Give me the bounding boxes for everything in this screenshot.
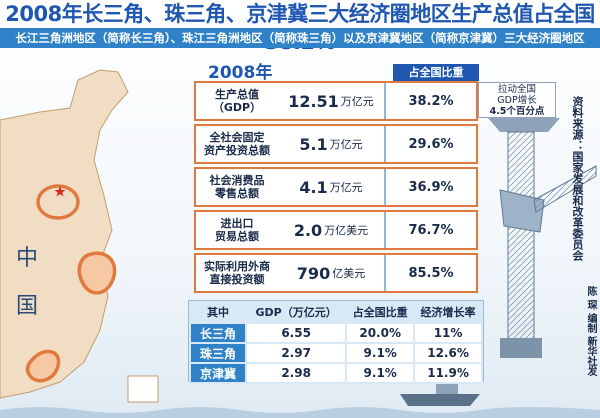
region-growth: 11.9%	[413, 362, 483, 384]
changsanjiao-ring	[77, 251, 117, 295]
stat-value: 4.1 万亿元	[278, 169, 386, 205]
stat-label: 生产总值 （GDP）	[212, 88, 262, 114]
stat-label: 实际利用外商 直接投资额	[204, 260, 270, 286]
region-gdp: 2.97	[244, 342, 348, 364]
region-name: 珠三角	[189, 342, 247, 364]
year-label: 2008年	[208, 63, 273, 83]
stat-share: 36.9%	[408, 179, 454, 195]
stat-share: 85.5%	[408, 265, 454, 281]
table-row: 长三角 6.55 20.0% 11%	[189, 322, 483, 344]
stat-row-fixed-investment: 全社会固定 资产投资总额 5.1 万亿元 29.6%	[194, 124, 478, 164]
subtitle-banner: 长江三角洲地区（简称长三角）、珠江三角洲地区（简称珠三角）以及京津冀地区（简称京…	[0, 28, 600, 48]
region-growth: 12.6%	[413, 342, 483, 364]
ship-illustration	[400, 394, 480, 406]
region-gdp: 6.55	[244, 322, 348, 344]
sea-waves	[0, 407, 600, 418]
region-name: 京津冀	[189, 362, 247, 384]
gdp-growth-note: 拉动全国 GDP增长 4.5个百分点	[478, 82, 556, 118]
stat-value: 5.1 万亿元	[278, 126, 386, 162]
stat-label: 社会消费品 零售总额	[209, 174, 265, 200]
table-row: 京津冀 2.98 9.1% 11.9%	[189, 362, 483, 384]
stat-share: 76.7%	[408, 222, 454, 238]
column-header: 经济增长率	[420, 305, 476, 319]
region-gdp: 2.98	[244, 362, 348, 384]
region-share: 9.1%	[345, 362, 416, 384]
inset-map-box	[127, 375, 159, 403]
zhusanjiao-ring	[25, 349, 61, 383]
stat-value: 12.51 万亿元	[278, 83, 386, 119]
credit-line: 陈 琛 编制 新华社发	[585, 286, 596, 377]
stat-label: 进出口 贸易总额	[215, 217, 259, 243]
jingjinji-ring	[36, 184, 80, 220]
column-header: 其中	[207, 305, 229, 319]
stat-row-retail: 社会消费品 零售总额 4.1 万亿元 36.9%	[194, 167, 478, 207]
column-header: GDP（万亿元）	[255, 305, 337, 319]
column-header: 占全国比重	[352, 305, 408, 319]
stat-share: 29.6%	[408, 136, 454, 152]
table-row: 珠三角 2.97 9.1% 12.6%	[189, 342, 483, 364]
crane-illustration	[488, 118, 597, 358]
share-header: 占全国比重	[393, 64, 479, 81]
stat-row-gdp: 生产总值 （GDP） 12.51 万亿元 38.2%	[194, 81, 478, 121]
map-background	[0, 69, 600, 418]
beijing-star-icon	[54, 186, 66, 197]
region-share: 9.1%	[345, 342, 416, 364]
map-label-zhong: 中	[16, 246, 39, 271]
stat-value: 2.0 万亿美元	[278, 212, 386, 248]
stat-share: 38.2%	[408, 93, 454, 109]
region-share: 20.0%	[345, 322, 416, 344]
map-label-guo: 国	[16, 294, 39, 319]
region-name: 长三角	[189, 322, 247, 344]
table-header-row: 其中 GDP（万亿元） 占全国比重 经济增长率	[190, 301, 482, 323]
stat-label: 全社会固定 资产投资总额	[204, 131, 270, 157]
region-breakdown-table: 其中 GDP（万亿元） 占全国比重 经济增长率 长三角 6.55 20.0% 1…	[188, 300, 484, 384]
china-land-shape	[0, 69, 129, 399]
data-source: 资料来源：国家发展和改革委员会	[571, 96, 584, 261]
page-title: 2008年长三角、珠三角、京津冀三大经济圈地区生产总值占全国38.2%	[5, 2, 595, 54]
region-growth: 11%	[413, 322, 483, 344]
stat-row-trade: 进出口 贸易总额 2.0 万亿美元 76.7%	[194, 210, 478, 250]
stat-value: 790 亿美元	[278, 255, 386, 291]
stat-row-fdi: 实际利用外商 直接投资额 790 亿美元 85.5%	[194, 253, 478, 293]
